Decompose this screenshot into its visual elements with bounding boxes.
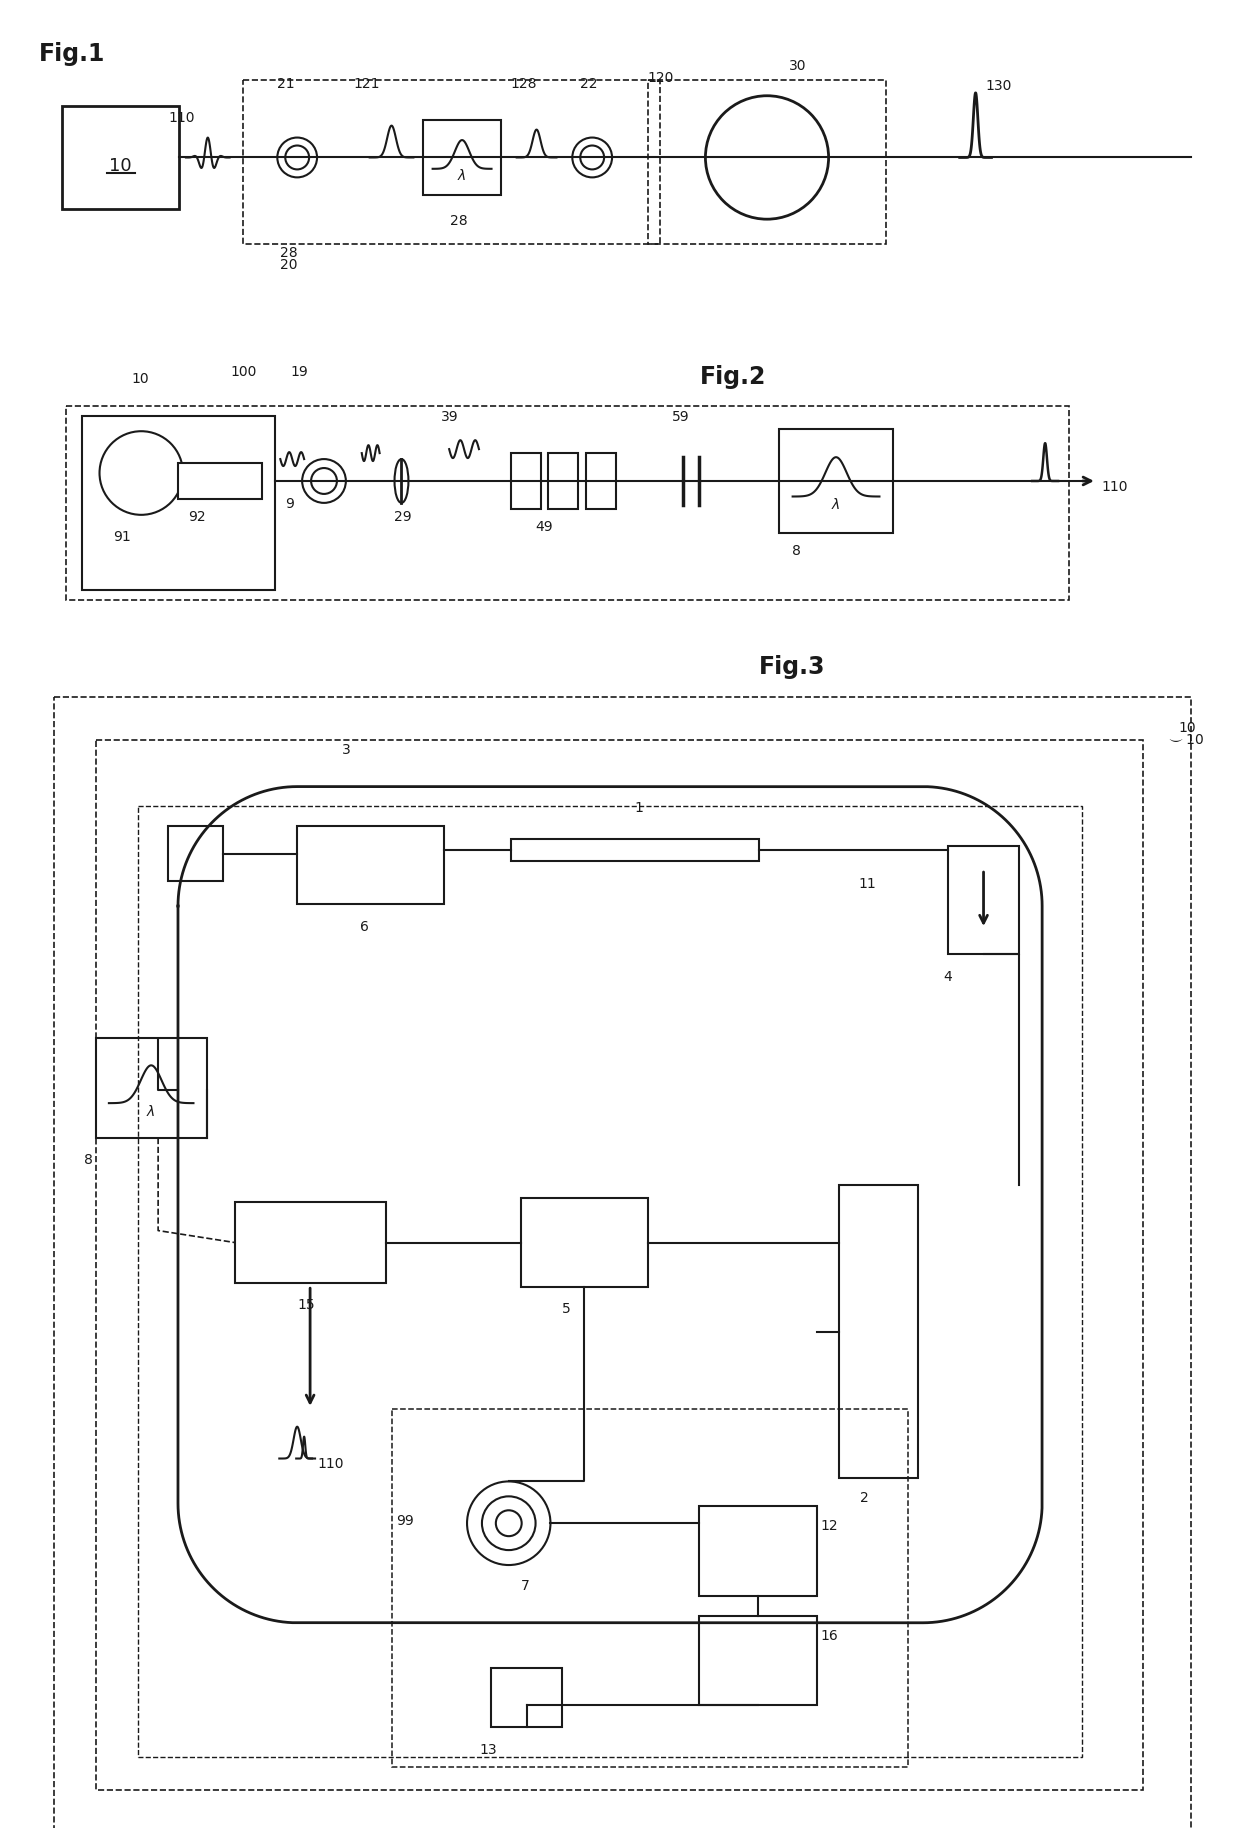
Text: $\mathsf{\smile}$10: $\mathsf{\smile}$10 [1167, 733, 1204, 746]
Text: Fig.3: Fig.3 [759, 654, 826, 680]
Bar [779, 431, 893, 533]
Bar [838, 1185, 918, 1478]
Circle shape [482, 1497, 536, 1550]
Bar [95, 740, 1143, 1790]
Text: 2: 2 [861, 1491, 869, 1504]
Bar [647, 81, 887, 245]
Bar [82, 418, 275, 592]
Text: 9: 9 [285, 496, 294, 511]
Text: 100: 100 [231, 365, 257, 379]
Text: 128: 128 [511, 77, 537, 92]
Bar [699, 1506, 817, 1596]
Text: 20: 20 [280, 258, 298, 271]
Text: 4: 4 [944, 969, 952, 984]
Circle shape [303, 460, 346, 504]
Bar [243, 81, 660, 245]
Text: $\lambda$: $\lambda$ [831, 496, 841, 511]
Text: 8: 8 [83, 1152, 93, 1167]
Text: 3: 3 [342, 742, 351, 757]
Bar [947, 846, 1019, 954]
Bar [234, 1202, 386, 1284]
Circle shape [311, 469, 337, 495]
Text: 6: 6 [360, 920, 368, 934]
Text: 91: 91 [113, 529, 131, 544]
Circle shape [467, 1482, 551, 1565]
Circle shape [285, 147, 309, 170]
Text: Fig.1: Fig.1 [38, 42, 105, 66]
Bar [423, 121, 501, 196]
Text: 1: 1 [635, 801, 644, 813]
Bar [179, 463, 263, 500]
Text: 5: 5 [563, 1301, 572, 1315]
Text: 10: 10 [1178, 720, 1195, 735]
Text: $\lambda$: $\lambda$ [458, 167, 466, 183]
Circle shape [496, 1510, 522, 1537]
Circle shape [706, 97, 828, 220]
Text: 110: 110 [169, 110, 195, 125]
Text: 92: 92 [188, 509, 206, 524]
Text: 120: 120 [647, 71, 675, 84]
Text: 59: 59 [672, 410, 689, 423]
Circle shape [580, 147, 604, 170]
Bar [392, 1409, 908, 1768]
Bar [62, 106, 179, 211]
Circle shape [99, 432, 184, 515]
Text: 21: 21 [278, 77, 295, 92]
Text: 28: 28 [280, 245, 298, 260]
Text: $\lambda$: $\lambda$ [146, 1103, 156, 1118]
Text: 12: 12 [821, 1519, 838, 1532]
Text: 29: 29 [393, 509, 412, 524]
Text: 8: 8 [792, 544, 801, 557]
Text: 22: 22 [580, 77, 598, 92]
Bar [298, 826, 444, 905]
Bar [53, 698, 1192, 1832]
Circle shape [573, 139, 613, 178]
Text: 10: 10 [109, 158, 131, 176]
Bar [95, 1039, 207, 1138]
Text: 15: 15 [298, 1297, 315, 1312]
Text: 10: 10 [131, 372, 149, 387]
Text: 130: 130 [986, 79, 1012, 93]
Text: 19: 19 [290, 365, 308, 379]
Bar [169, 826, 223, 881]
Bar [66, 407, 1069, 601]
Text: 110: 110 [317, 1456, 343, 1471]
Text: 28: 28 [450, 214, 467, 227]
Bar [511, 454, 541, 509]
Bar [548, 454, 578, 509]
Text: 7: 7 [521, 1577, 529, 1592]
Bar [511, 839, 759, 861]
Text: 99: 99 [397, 1513, 414, 1528]
Bar [699, 1616, 817, 1706]
Text: 110: 110 [1102, 480, 1128, 493]
Bar [138, 808, 1081, 1757]
Circle shape [278, 139, 317, 178]
Bar [521, 1198, 647, 1288]
Text: 13: 13 [479, 1742, 496, 1757]
Text: 39: 39 [441, 410, 459, 423]
Text: 30: 30 [789, 59, 806, 73]
Text: Fig.2: Fig.2 [699, 365, 766, 388]
Text: 49: 49 [536, 520, 553, 533]
Bar [491, 1667, 563, 1728]
Text: 16: 16 [821, 1629, 838, 1641]
Ellipse shape [394, 460, 408, 504]
Bar [587, 454, 616, 509]
Text: 11: 11 [858, 878, 877, 890]
Text: 121: 121 [353, 77, 381, 92]
